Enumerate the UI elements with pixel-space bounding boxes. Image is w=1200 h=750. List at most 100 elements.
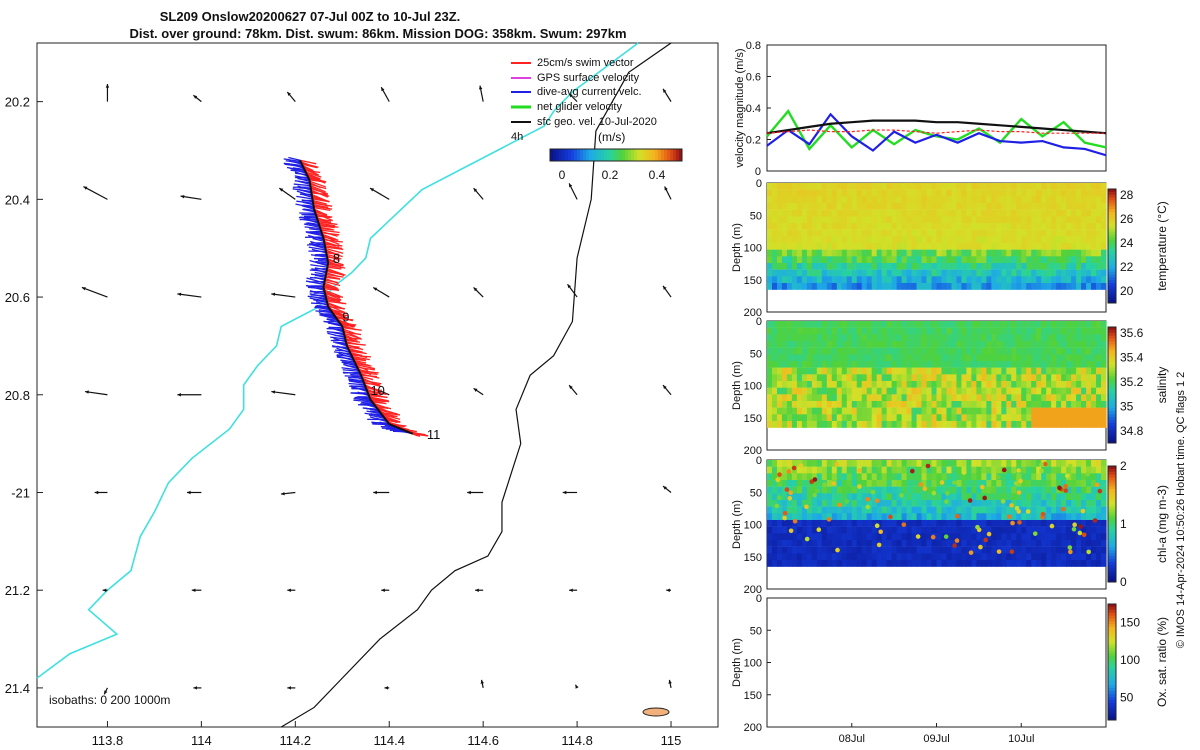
- map-colorbar-segment: [673, 149, 677, 161]
- geo-vector: [662, 485, 672, 493]
- oxygen-colorbar-segment: [1108, 705, 1116, 709]
- map-colorbar-segment: [565, 149, 569, 161]
- geo-vector: [380, 86, 390, 102]
- chla-colorbar-segment: [1108, 515, 1116, 519]
- chla-colorbar-segment: [1108, 500, 1116, 505]
- geo-vector: [664, 186, 672, 200]
- map-xtick-label: 115: [661, 733, 682, 748]
- oxygen-colorbar-frame: [1107, 603, 1117, 721]
- chla-colorbar-label: chl-a (mg m-3): [1155, 485, 1169, 563]
- map-xtick-label: 113.8: [92, 733, 124, 748]
- salinity-colorbar-segment: [1108, 431, 1116, 435]
- map-colorbar-segment: [631, 149, 635, 161]
- geo-vector: [177, 292, 202, 298]
- oxygen-colorbar-segment: [1108, 641, 1116, 646]
- oxygen-colorbar-segment: [1108, 627, 1116, 631]
- map-colorbar-segment: [640, 149, 644, 161]
- map-colorbar-segment: [679, 149, 683, 161]
- salinity-colorbar-segment: [1108, 370, 1116, 374]
- oxygen-colorbar-segment: [1108, 676, 1116, 680]
- salinity-colorbar-segment: [1108, 327, 1116, 331]
- oxygen-colorbar-segment: [1108, 624, 1116, 628]
- geo-vector: [186, 490, 202, 495]
- map-ytick-label: 21.4: [5, 681, 30, 696]
- map-xtick-label: 114.6: [467, 733, 499, 748]
- chla-colorbar-segment: [1108, 524, 1116, 528]
- map-day-label: 10: [370, 383, 384, 398]
- map-colorbar-segment: [658, 149, 662, 161]
- map-colorbar-segment: [637, 149, 641, 161]
- chla-colorbar-segment: [1108, 521, 1116, 525]
- legend-entry-geo: sfc geo. vel. 10-Jul-2020: [537, 116, 657, 128]
- map-colorbar-segment: [628, 149, 632, 161]
- oxygen-colorbar-segment: [1108, 650, 1116, 654]
- velocity-y-ticks: 0 0.2 0.4 0.6 0.8: [746, 40, 771, 178]
- oxygen-xtick-label: 08Jul: [839, 733, 865, 745]
- salinity-colorbar-segment: [1108, 341, 1116, 345]
- map-title-line1: SL209 Onslow20200627 07-Jul 00Z to 10-Ju…: [160, 9, 461, 24]
- velocity-net-line: [766, 109, 1107, 151]
- temperature-colorbar-segment: [1108, 274, 1116, 278]
- oxygen-colorbar-segment: [1108, 708, 1116, 712]
- map-colorbar-segment: [559, 149, 563, 161]
- temperature-colorbar-segment: [1108, 200, 1116, 204]
- map-colorbar: [549, 148, 683, 162]
- oxygen-colorbar-segment: [1108, 606, 1116, 611]
- temperature-ylabel: Depth (m): [731, 223, 743, 272]
- map-colorbar-segment: [655, 149, 659, 161]
- map-colorbar-segment: [598, 149, 602, 161]
- geo-vector: [369, 187, 390, 200]
- map-colorbar-segment: [607, 149, 611, 161]
- salinity-colorbar-segment: [1108, 358, 1116, 363]
- temperature-ytick-label: 100: [744, 243, 762, 255]
- temperature-colorbar-tick: 20: [1120, 284, 1134, 298]
- geo-vector: [473, 287, 484, 298]
- temperature-colorbar-segment: [1108, 214, 1116, 218]
- oxygen-ytick-label: 0: [756, 593, 762, 605]
- oxygen-ylabel: Depth (m): [731, 638, 743, 687]
- map-xtick-label: 114.4: [373, 733, 405, 748]
- oxygen-colorbar-segment: [1108, 612, 1116, 617]
- salinity-colorbar-segment: [1108, 390, 1116, 395]
- salinity-colorbar-segment: [1108, 376, 1116, 380]
- legend-entry-current: dive-avg current velc.: [537, 86, 642, 98]
- map-colorbar-segment: [610, 149, 614, 161]
- temperature-colorbar-tick: 22: [1120, 260, 1134, 274]
- velocity-ylabel: velocity magnitude (m/s): [734, 48, 746, 167]
- salinity-colorbar-tick: 35.4: [1120, 351, 1144, 365]
- chla-field: [767, 460, 1107, 567]
- temperature-colorbar-segment: [1108, 283, 1116, 287]
- map-colorbar-segment: [571, 149, 575, 161]
- chla-colorbar-segment: [1108, 553, 1116, 557]
- temperature-colorbar-segment: [1108, 197, 1116, 201]
- map-colorbar-segment: [634, 149, 638, 161]
- chla-colorbar-segment: [1108, 547, 1116, 551]
- oxygen-colorbar-label: Ox. sat. ratio (%): [1155, 617, 1169, 707]
- map-day-label: 8: [333, 251, 340, 266]
- salinity-ylabel: Depth (m): [731, 361, 743, 410]
- map-isobath: [280, 42, 672, 728]
- salinity-colorbar-segment: [1108, 434, 1116, 438]
- chla-colorbar-segment: [1108, 573, 1116, 577]
- map-colorbar-segment: [601, 149, 605, 161]
- map-colorbar-segment: [574, 149, 578, 161]
- chla-colorbar-segment: [1108, 555, 1116, 560]
- oxygen-colorbar-segment: [1108, 667, 1116, 672]
- geo-vector: [103, 687, 108, 695]
- salinity-colorbar-tick: 35.6: [1120, 326, 1144, 340]
- oxygen-colorbar-segment: [1108, 691, 1116, 695]
- salinity-colorbar-segment: [1108, 361, 1116, 366]
- temperature-colorbar-segment: [1108, 277, 1116, 281]
- legend-entry-gps: GPS surface velocity: [537, 72, 640, 84]
- geo-vector: [568, 93, 578, 103]
- map-island: [642, 707, 670, 717]
- chla-colorbar-frame: [1107, 465, 1117, 583]
- oxygen-colorbar-segment: [1108, 653, 1116, 657]
- salinity-colorbar-segment: [1108, 411, 1116, 415]
- salinity-colorbar-segment: [1108, 373, 1116, 377]
- geo-vector: [271, 390, 296, 396]
- salinity-colorbar-segment: [1108, 356, 1116, 360]
- map-ytick-label: 20.2: [5, 95, 30, 110]
- geo-vector: [278, 187, 296, 200]
- chla-colorbar: 0 1 2 chl-a (mg m-3): [1107, 459, 1169, 589]
